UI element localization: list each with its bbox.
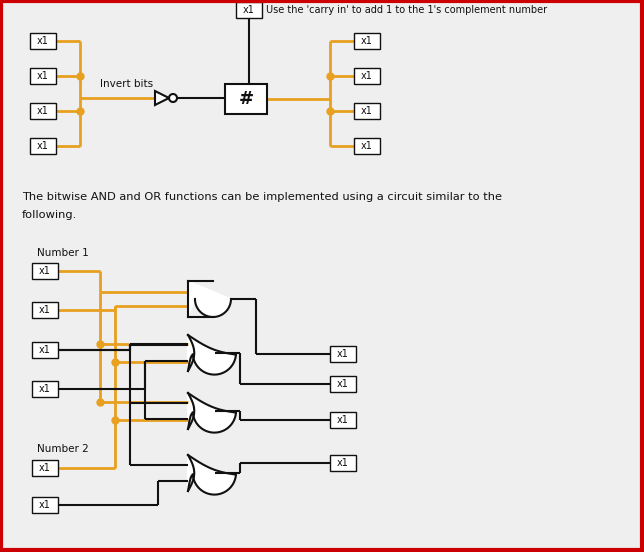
Bar bbox=[354, 68, 380, 84]
Text: x1: x1 bbox=[37, 36, 49, 46]
Bar bbox=[225, 84, 267, 114]
Circle shape bbox=[169, 94, 177, 102]
Text: The bitwise AND and OR functions can be implemented using a circuit similar to t: The bitwise AND and OR functions can be … bbox=[22, 192, 502, 202]
Text: x1: x1 bbox=[39, 345, 51, 355]
Text: x1: x1 bbox=[39, 384, 51, 394]
Text: x1: x1 bbox=[37, 71, 49, 81]
Polygon shape bbox=[188, 281, 231, 317]
Text: x1: x1 bbox=[361, 141, 373, 151]
Text: x1: x1 bbox=[337, 349, 349, 359]
Text: x1: x1 bbox=[361, 71, 373, 81]
Bar bbox=[32, 342, 58, 358]
Polygon shape bbox=[188, 335, 236, 375]
Text: x1: x1 bbox=[243, 5, 255, 15]
Bar bbox=[32, 497, 58, 513]
Bar bbox=[330, 376, 356, 392]
Text: x1: x1 bbox=[39, 305, 51, 315]
Text: Number 1: Number 1 bbox=[37, 248, 89, 258]
Bar bbox=[30, 103, 56, 119]
Text: x1: x1 bbox=[39, 266, 51, 276]
Text: x1: x1 bbox=[39, 463, 51, 473]
Bar bbox=[32, 460, 58, 476]
Bar bbox=[32, 381, 58, 397]
Bar bbox=[32, 302, 58, 318]
Text: Number 2: Number 2 bbox=[37, 444, 89, 454]
Text: x1: x1 bbox=[337, 415, 349, 425]
Text: x1: x1 bbox=[39, 500, 51, 510]
Text: x1: x1 bbox=[361, 36, 373, 46]
Text: x1: x1 bbox=[337, 458, 349, 468]
Bar bbox=[30, 33, 56, 49]
Text: Use the 'carry in' to add 1 to the 1's complement number: Use the 'carry in' to add 1 to the 1's c… bbox=[266, 5, 547, 15]
Bar bbox=[32, 263, 58, 279]
Bar bbox=[330, 455, 356, 471]
Bar bbox=[330, 412, 356, 428]
Text: Invert bits: Invert bits bbox=[100, 79, 153, 89]
Bar bbox=[330, 346, 356, 362]
Text: #: # bbox=[238, 90, 254, 108]
Polygon shape bbox=[155, 91, 169, 105]
Bar bbox=[354, 33, 380, 49]
Polygon shape bbox=[188, 455, 236, 495]
Text: x1: x1 bbox=[37, 106, 49, 116]
Polygon shape bbox=[188, 393, 236, 433]
Bar bbox=[354, 103, 380, 119]
Bar bbox=[30, 68, 56, 84]
Text: x1: x1 bbox=[337, 379, 349, 389]
Bar bbox=[354, 138, 380, 154]
Bar bbox=[30, 138, 56, 154]
Text: x1: x1 bbox=[361, 106, 373, 116]
Text: following.: following. bbox=[22, 210, 77, 220]
Text: x1: x1 bbox=[37, 141, 49, 151]
Bar bbox=[236, 2, 262, 18]
